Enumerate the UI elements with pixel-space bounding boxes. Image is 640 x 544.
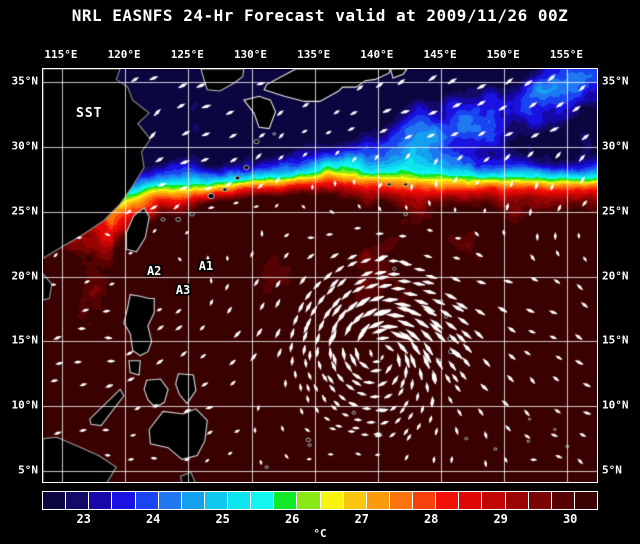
lat-tick-label-left: 15°N [11,333,39,347]
colorbar-tick-label: 25 [215,512,230,526]
colorbar-swatch [251,492,275,509]
colorbar-tick-label: 24 [145,512,161,526]
lat-tick-label-right: 35°N [602,74,629,88]
colorbar-swatch [274,492,298,509]
colorbar-tick-label: 26 [284,512,300,526]
lat-tick-label-left: 25°N [11,204,39,218]
sst-field [43,69,597,482]
lon-tick-label: 155°E [549,48,583,61]
lat-tick-label-left: 10°N [11,398,39,412]
colorbar-tick-label: 27 [354,512,369,526]
lat-tick-label-right: 15°N [602,333,629,347]
lat-tick-label-left: 35°N [11,74,39,88]
colorbar-swatch [528,492,552,509]
colorbar-swatch [574,492,597,509]
sst-raster [43,69,597,482]
lat-tick-label-right: 5°N [602,463,622,477]
colorbar-swatch [297,492,321,509]
lat-tick-label-right: 20°N [602,269,629,282]
colorbar-swatch [482,492,506,509]
colorbar-swatch [366,492,390,509]
colorbar-swatch [181,492,205,509]
colorbar-swatch [320,492,344,509]
lat-tick-label-left: 20°N [11,269,39,282]
colorbar-swatch [551,492,575,509]
lat-tick-label-left: 30°N [11,139,39,153]
colorbar-swatch [413,492,437,509]
colorbar-tick-label: 30 [562,512,578,526]
lat-tick-label-right: 30°N [602,139,629,153]
colorbar-swatch [343,492,367,509]
colorbar-swatch [66,492,90,509]
colorbar-swatch [112,492,136,509]
lat-tick-label-right: 25°N [602,204,629,218]
colorbar-swatch [135,492,159,509]
colorbar-swatch [89,492,113,509]
colorbar-swatch [228,492,252,509]
colorbar-swatch [459,492,483,509]
colorbar-swatch [204,492,228,509]
lon-tick-label: 135°E [297,48,331,61]
colorbar-swatch [158,492,182,509]
colorbar-tick-label: 28 [423,512,439,526]
colorbar-swatch [43,492,67,509]
lon-tick-label: 150°E [486,48,520,61]
lon-tick-label: 130°E [233,48,268,61]
colorbar-swatch [389,492,413,509]
lon-tick-label: 120°E [107,48,141,61]
lat-tick-label-left: 5°N [18,463,38,477]
lat-tick-label-right: 10°N [602,398,629,412]
colorbar-swatch [505,492,529,509]
colorbar-swatch [436,492,460,509]
colorbar-tick-label: 29 [493,512,508,526]
variable-label: SST [76,106,103,121]
colorbar-tick-label: 23 [76,512,91,526]
lon-tick-label: 145°E [423,48,457,61]
lon-tick-label: 115°E [44,48,78,61]
lon-tick-label: 140°E [360,48,394,61]
lon-tick-label: 125°E [170,48,204,61]
colorbar-unit-label: °C [313,527,327,540]
page-title: NRL EASNFS 24-Hr Forecast valid at 2009/… [71,6,569,25]
sst-map-plot[interactable] [42,68,598,483]
colorbar[interactable] [42,491,598,510]
